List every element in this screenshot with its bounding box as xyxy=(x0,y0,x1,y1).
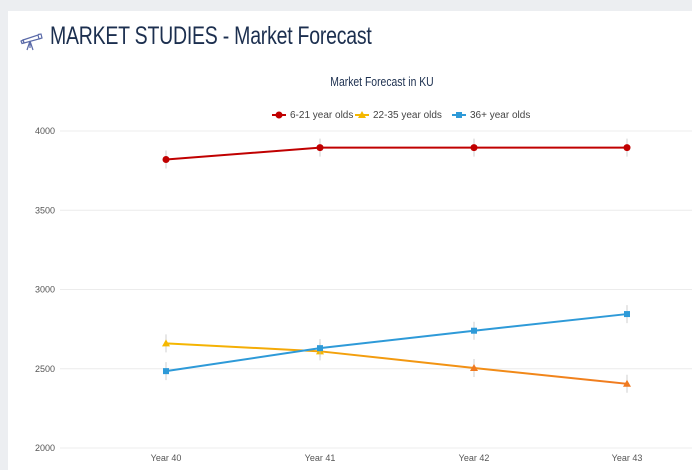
x-tick-label: Year 40 xyxy=(151,453,182,463)
data-point[interactable] xyxy=(163,368,169,375)
y-tick-label: 4000 xyxy=(35,126,55,136)
data-point[interactable] xyxy=(456,112,462,118)
legend-label: 22-35 year olds xyxy=(373,110,442,121)
data-point[interactable] xyxy=(317,345,323,352)
legend-item[interactable]: 36+ year olds xyxy=(452,110,530,121)
legend-item[interactable]: 22-35 year olds xyxy=(355,110,442,121)
series-0 xyxy=(162,138,631,169)
chart-title: Market Forecast in KU xyxy=(330,75,433,89)
y-tick-label: 2500 xyxy=(35,364,55,374)
data-point[interactable] xyxy=(162,339,170,347)
data-point[interactable] xyxy=(624,311,630,318)
page-title: MARKET STUDIES - Market Forecast xyxy=(50,22,372,50)
data-point[interactable] xyxy=(623,144,631,152)
data-point[interactable] xyxy=(275,111,283,119)
y-tick-label: 3500 xyxy=(35,205,55,215)
chart-card xyxy=(8,11,692,470)
legend-item[interactable]: 6-21 year olds xyxy=(272,110,353,121)
series-2 xyxy=(163,305,630,381)
series-line xyxy=(165,313,628,373)
data-point[interactable] xyxy=(470,144,478,152)
series-line xyxy=(165,146,627,161)
legend-label: 6-21 year olds xyxy=(290,110,353,121)
x-tick-label: Year 41 xyxy=(305,453,336,463)
x-tick-label: Year 42 xyxy=(459,453,490,463)
telescope-icon xyxy=(20,33,43,51)
data-point[interactable] xyxy=(358,111,366,118)
data-point[interactable] xyxy=(471,327,477,334)
data-point[interactable] xyxy=(623,379,631,387)
data-point[interactable] xyxy=(470,363,478,371)
series-line xyxy=(165,342,628,385)
series-1 xyxy=(162,334,631,393)
data-point[interactable] xyxy=(162,156,170,164)
y-tick-label: 2000 xyxy=(35,443,55,453)
data-point[interactable] xyxy=(316,144,324,152)
legend-label: 36+ year olds xyxy=(470,110,530,121)
y-tick-label: 3000 xyxy=(35,285,55,295)
x-tick-label: Year 43 xyxy=(612,453,643,463)
